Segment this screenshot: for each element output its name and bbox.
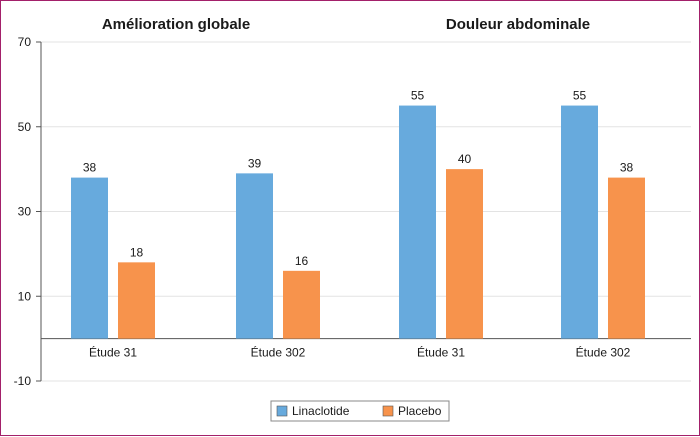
legend-label: Placebo [398, 404, 442, 418]
y-tick-label: 50 [18, 120, 32, 134]
y-tick-label: 10 [18, 289, 32, 303]
data-label: 38 [83, 161, 97, 175]
legend: Linaclotide Placebo [270, 400, 450, 422]
legend-swatch-linaclotide [276, 405, 288, 417]
x-tick-label: Étude 31 [89, 345, 137, 360]
x-tick-label: Étude 302 [251, 345, 306, 360]
bar-placebo [283, 270, 320, 339]
x-tick-label: Étude 31 [417, 345, 465, 360]
y-tick-label: -10 [14, 374, 32, 388]
y-tick-label: 70 [18, 35, 32, 49]
bar-placebo [608, 177, 645, 339]
bar-linaclotide [71, 177, 108, 339]
group-title: Douleur abdominale [446, 16, 590, 33]
legend-swatch-placebo [382, 405, 394, 417]
data-label: 55 [573, 89, 587, 103]
data-label: 18 [130, 245, 144, 259]
group-titles: Amélioration globale Douleur abdominale [102, 16, 590, 33]
data-labels: 38 39 55 55 18 16 40 38 [83, 89, 634, 268]
bar-placebo [118, 262, 155, 339]
data-label: 55 [411, 89, 425, 103]
x-tick-label: Étude 302 [576, 345, 631, 360]
y-tick-label: 30 [18, 205, 32, 219]
bars [71, 105, 645, 339]
legend-label: Linaclotide [292, 404, 350, 418]
data-label: 38 [620, 161, 634, 175]
data-label: 39 [248, 156, 262, 170]
bar-placebo [446, 169, 483, 339]
bar-linaclotide [561, 105, 598, 339]
group-title: Amélioration globale [102, 16, 250, 33]
data-label: 16 [295, 254, 309, 268]
legend-box [270, 400, 450, 422]
data-label: 40 [458, 152, 472, 166]
bar-linaclotide [236, 173, 273, 339]
bar-linaclotide [399, 105, 436, 339]
